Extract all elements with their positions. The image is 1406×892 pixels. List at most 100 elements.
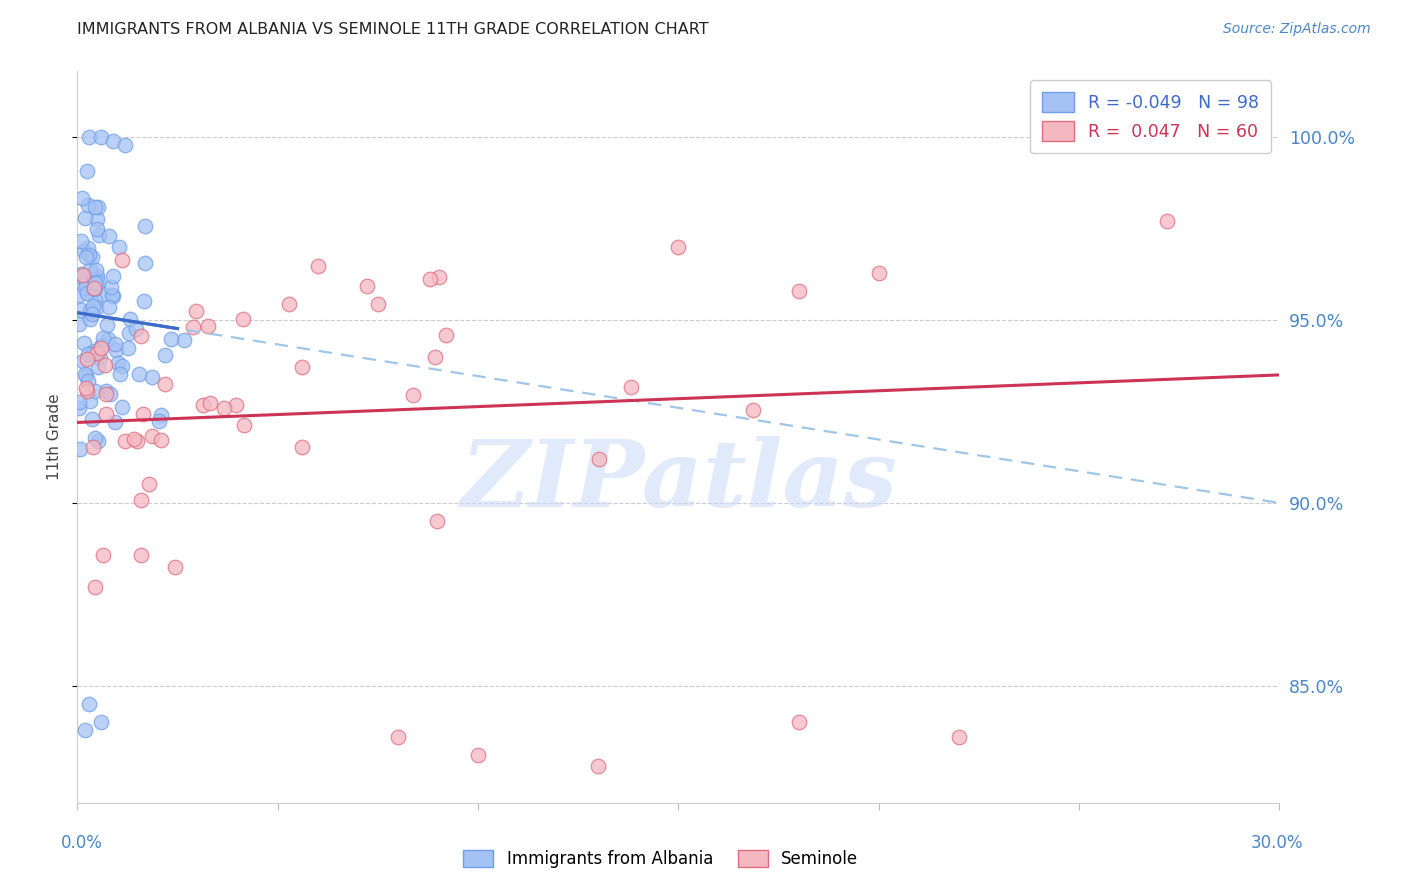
- Point: [141, 429, 163, 443]
- Point: [97, 301, 120, 315]
- Point: [277, 297, 299, 311]
- Point: [128, 367, 150, 381]
- Point: [91, 287, 114, 301]
- Point: [141, 370, 163, 384]
- Text: ZIPatlas: ZIPatlas: [460, 436, 897, 526]
- Point: [367, 297, 389, 311]
- Point: [129, 548, 152, 562]
- Point: [91, 548, 114, 562]
- Point: [77, 248, 100, 262]
- Point: [111, 401, 134, 415]
- Point: [98, 229, 121, 244]
- Point: [108, 240, 131, 254]
- Point: [83, 281, 105, 295]
- Point: [668, 240, 690, 254]
- Point: [90, 130, 112, 145]
- Point: [94, 358, 117, 372]
- Point: [1099, 127, 1122, 141]
- Point: [76, 285, 98, 300]
- Point: [291, 360, 314, 375]
- Point: [1156, 214, 1178, 228]
- Point: [588, 759, 610, 773]
- Point: [69, 442, 91, 456]
- Point: [225, 398, 247, 412]
- Point: [356, 279, 378, 293]
- Point: [86, 221, 108, 235]
- Point: [129, 493, 152, 508]
- Point: [129, 328, 152, 343]
- Point: [104, 337, 127, 351]
- Point: [87, 434, 110, 448]
- Point: [73, 281, 96, 295]
- Point: [90, 341, 112, 355]
- Point: [186, 303, 208, 318]
- Point: [101, 288, 124, 302]
- Point: [308, 259, 330, 273]
- Point: [75, 277, 97, 291]
- Point: [67, 395, 90, 409]
- Point: [73, 244, 96, 258]
- Point: [83, 200, 105, 214]
- Point: [70, 234, 93, 248]
- Point: [75, 250, 97, 264]
- Point: [82, 347, 104, 361]
- Point: [101, 289, 124, 303]
- Point: [134, 219, 156, 234]
- Point: [868, 266, 890, 280]
- Point: [73, 335, 96, 350]
- Point: [117, 341, 139, 355]
- Point: [232, 417, 254, 432]
- Point: [76, 351, 98, 366]
- Point: [67, 401, 90, 415]
- Point: [114, 434, 136, 448]
- Legend: R = -0.049   N = 98, R =  0.047   N = 60: R = -0.049 N = 98, R = 0.047 N = 60: [1031, 80, 1271, 153]
- Point: [173, 333, 195, 347]
- Point: [107, 356, 129, 370]
- Point: [427, 269, 450, 284]
- Point: [82, 307, 104, 321]
- Point: [97, 332, 120, 346]
- Point: [153, 348, 176, 362]
- Point: [67, 268, 90, 283]
- Point: [138, 477, 160, 491]
- Point: [87, 200, 110, 214]
- Point: [79, 304, 101, 318]
- Point: [79, 394, 101, 409]
- Point: [122, 432, 145, 446]
- Point: [401, 388, 423, 402]
- Point: [291, 440, 314, 454]
- Point: [125, 434, 148, 449]
- Point: [125, 321, 148, 335]
- Text: 0.0%: 0.0%: [60, 834, 103, 852]
- Point: [70, 267, 93, 281]
- Y-axis label: 11th Grade: 11th Grade: [46, 393, 62, 481]
- Point: [84, 301, 107, 315]
- Point: [741, 403, 763, 417]
- Point: [76, 347, 98, 361]
- Point: [96, 387, 118, 401]
- Point: [118, 326, 141, 340]
- Point: [70, 302, 93, 317]
- Point: [82, 411, 104, 425]
- Point: [191, 398, 214, 412]
- Point: [423, 350, 446, 364]
- Point: [79, 130, 101, 145]
- Point: [84, 276, 107, 290]
- Point: [83, 282, 105, 296]
- Point: [83, 344, 105, 359]
- Point: [72, 353, 94, 368]
- Point: [87, 227, 110, 242]
- Point: [149, 434, 172, 448]
- Point: [83, 281, 105, 295]
- Point: [787, 284, 810, 298]
- Point: [467, 748, 489, 763]
- Point: [134, 256, 156, 270]
- Point: [87, 275, 110, 289]
- Point: [75, 368, 97, 383]
- Point: [83, 384, 105, 398]
- Point: [98, 387, 121, 401]
- Point: [75, 723, 97, 737]
- Point: [90, 715, 112, 730]
- Point: [103, 134, 125, 148]
- Point: [94, 407, 117, 421]
